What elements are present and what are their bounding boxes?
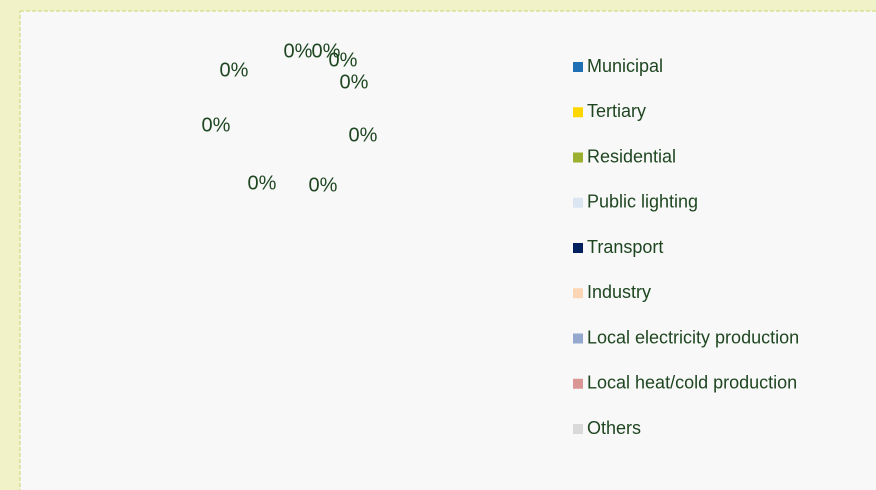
data-label: 0% [284, 40, 313, 62]
legend-swatch [573, 62, 583, 72]
legend-swatch [573, 107, 583, 118]
legend-swatch [573, 243, 583, 253]
legend-swatch [573, 197, 583, 208]
data-label: 0% [220, 59, 249, 81]
data-label: 0% [309, 174, 338, 196]
legend-swatch [573, 378, 583, 389]
legend-label: Industry [587, 282, 651, 302]
legend-swatch [573, 333, 583, 344]
legend-label: Local electricity production [587, 327, 799, 347]
legend-label: Local heat/cold production [587, 373, 797, 393]
data-label: 0% [340, 71, 369, 93]
legend-label: Others [587, 418, 641, 438]
legend-swatch [573, 424, 583, 434]
legend-label: Public lighting [587, 192, 698, 212]
data-label: 0% [202, 114, 231, 136]
data-label: 0% [349, 124, 378, 146]
legend-label: Tertiary [587, 101, 646, 121]
legend-label: Residential [587, 146, 676, 166]
legend-swatch [573, 152, 583, 163]
legend-swatch [573, 288, 583, 299]
data-label: 0% [248, 172, 277, 194]
legend-label: Municipal [587, 56, 663, 76]
data-label: 0% [329, 49, 358, 71]
plot-area [19, 10, 876, 490]
legend-label: Transport [587, 237, 663, 257]
data-label: 0% [312, 40, 341, 62]
